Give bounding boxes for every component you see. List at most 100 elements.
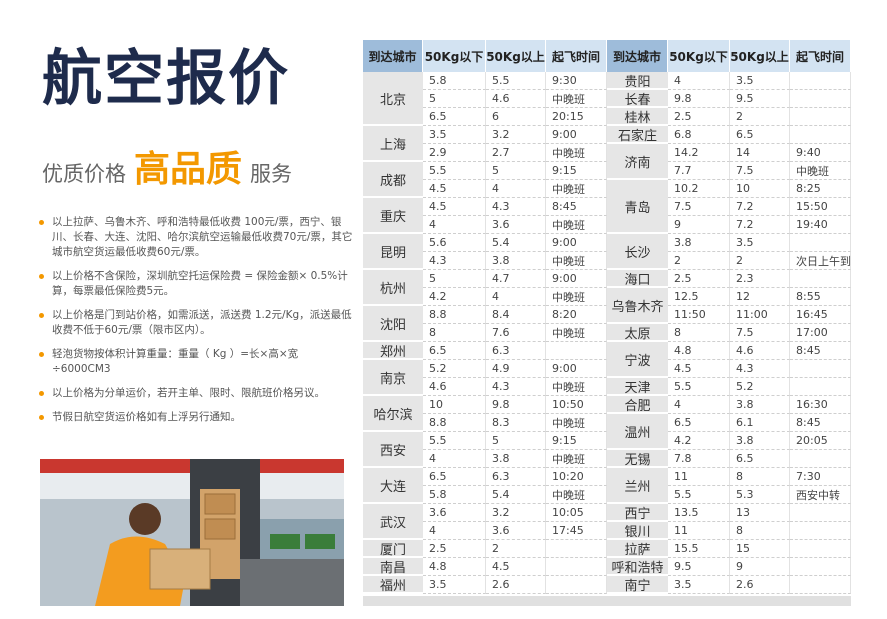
price-cell: 4.2 <box>423 288 486 306</box>
price-cell: 5 <box>486 432 546 450</box>
price-cell: 7.7 <box>668 162 730 180</box>
price-cell: 3.6 <box>486 216 546 234</box>
note: 轻泡货物按体积计算重量：重量（ Kg ）=长×高×宽÷6000CM3 <box>38 347 353 377</box>
price-cell: 4.7 <box>486 270 546 288</box>
city-cell: 呼和浩特 <box>607 558 668 576</box>
price-cell: 9 <box>730 558 790 576</box>
city-cell: 长春 <box>607 90 668 108</box>
price-cell: 5.5 <box>423 432 486 450</box>
city-cell: 青岛 <box>607 180 668 234</box>
price-cell: 9:30 <box>546 72 607 90</box>
price-cell: 8:45 <box>790 414 851 432</box>
price-cell: 4 <box>486 288 546 306</box>
price-cell: 6.3 <box>486 342 546 360</box>
city-cell: 武汉 <box>363 504 423 540</box>
city-cell: 昆明 <box>363 234 423 270</box>
price-cell: 10:20 <box>546 468 607 486</box>
city-cell: 西安 <box>363 432 423 468</box>
city-cell: 温州 <box>607 414 668 450</box>
price-cell: 3.5 <box>730 234 790 252</box>
price-cell <box>546 558 607 576</box>
price-cell: 6.5 <box>423 468 486 486</box>
price-cell: 2.5 <box>668 270 730 288</box>
price-cell: 6.5 <box>730 126 790 144</box>
price-cell: 5.8 <box>423 486 486 504</box>
price-cell: 4.9 <box>486 360 546 378</box>
title: 航空报价 <box>42 44 290 114</box>
price-cell: 4.5 <box>486 558 546 576</box>
price-cell <box>790 126 851 144</box>
price-cell <box>790 360 851 378</box>
price-cell <box>790 576 851 594</box>
price-cell <box>790 540 851 558</box>
price-cell: 7:30 <box>790 468 851 486</box>
price-cell: 8 <box>668 324 730 342</box>
price-cell: 中晚班 <box>546 252 607 270</box>
price-cell: 5 <box>423 270 486 288</box>
price-cell: 2 <box>668 252 730 270</box>
column-header: 到达城市 <box>363 40 423 72</box>
price-cell: 4.5 <box>668 360 730 378</box>
price-cell: 3.5 <box>730 72 790 90</box>
notes: 以上拉萨、乌鲁木齐、呼和浩特最低收费 100元/票，西宁、银川、长春、大连、沈阳… <box>38 215 353 434</box>
price-cell: 3.8 <box>486 252 546 270</box>
price-cell: 5 <box>423 90 486 108</box>
price-cell: 次日上午到 <box>790 252 851 270</box>
table-footer-bar <box>363 596 851 606</box>
price-cell: 6.5 <box>423 342 486 360</box>
price-cell: 8:55 <box>790 288 851 306</box>
price-cell: 16:45 <box>790 306 851 324</box>
city-cell: 成都 <box>363 162 423 198</box>
city-cell: 厦门 <box>363 540 423 558</box>
note: 以上价格为分单运价，若开主单、限时、限航班价格另议。 <box>38 386 353 401</box>
price-cell: 3.6 <box>486 522 546 540</box>
price-cell: 7.5 <box>730 162 790 180</box>
price-cell: 8.8 <box>423 414 486 432</box>
price-cell <box>790 90 851 108</box>
price-cell: 4.6 <box>423 378 486 396</box>
column-header: 50Kg以下 <box>668 40 730 72</box>
price-cell: 3.2 <box>486 504 546 522</box>
price-cell: 4.5 <box>423 198 486 216</box>
price-cell: 中晚班 <box>546 144 607 162</box>
note: 以上价格是门到站价格，如需派送，派送费 1.2元/Kg，派送最低收费不低于60元… <box>38 308 353 338</box>
price-cell: 19:40 <box>790 216 851 234</box>
city-cell: 北京 <box>363 72 423 126</box>
price-cell: 9:00 <box>546 234 607 252</box>
price-cell: 4.3 <box>486 198 546 216</box>
price-cell <box>546 576 607 594</box>
price-cell: 2 <box>730 252 790 270</box>
price-cell: 5.2 <box>730 378 790 396</box>
column-header: 起飞时间 <box>546 40 607 72</box>
price-cell: 5.2 <box>423 360 486 378</box>
city-cell: 南宁 <box>607 576 668 594</box>
price-cell: 8 <box>423 324 486 342</box>
price-cell: 4.8 <box>668 342 730 360</box>
price-cell: 中晚班 <box>546 486 607 504</box>
price-cell: 20:05 <box>790 432 851 450</box>
price-cell: 10.2 <box>668 180 730 198</box>
column-header: 50Kg以下 <box>423 40 486 72</box>
price-cell: 12 <box>730 288 790 306</box>
price-cell: 2.7 <box>486 144 546 162</box>
price-cell: 3.5 <box>423 576 486 594</box>
city-cell: 长沙 <box>607 234 668 270</box>
price-cell: 中晚班 <box>546 324 607 342</box>
price-cell: 6.5 <box>730 450 790 468</box>
price-cell: 4.2 <box>668 432 730 450</box>
column-header: 50Kg以上 <box>730 40 790 72</box>
price-cell: 4.8 <box>423 558 486 576</box>
price-cell: 2 <box>730 108 790 126</box>
price-cell: 2.5 <box>423 540 486 558</box>
price-cell: 15 <box>730 540 790 558</box>
price-cell: 10 <box>423 396 486 414</box>
price-cell: 14 <box>730 144 790 162</box>
city-cell: 南昌 <box>363 558 423 576</box>
city-cell: 西宁 <box>607 504 668 522</box>
price-cell: 9:00 <box>546 270 607 288</box>
price-cell: 4.5 <box>423 180 486 198</box>
price-cell: 4.6 <box>730 342 790 360</box>
price-cell: 中晚班 <box>546 216 607 234</box>
price-cell: 6.3 <box>486 468 546 486</box>
price-cell: 6 <box>486 108 546 126</box>
